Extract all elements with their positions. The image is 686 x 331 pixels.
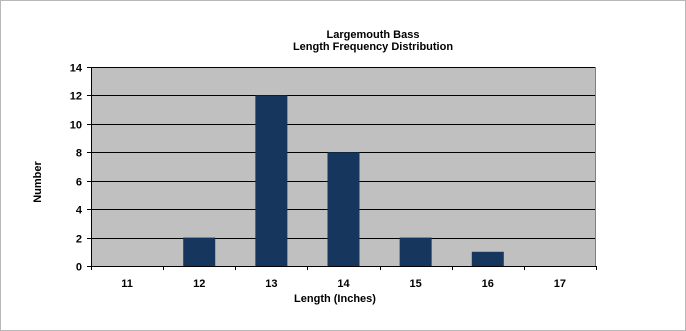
y-axis-label: Number: [32, 161, 44, 203]
bar: [399, 237, 432, 266]
y-axis-ticks: 0 2 4 6 8 10 12 14: [70, 63, 91, 274]
bar: [183, 237, 216, 266]
y-tick-label: 14: [70, 63, 83, 75]
x-tick-label: 13: [265, 278, 277, 290]
x-tick-label: 17: [554, 278, 566, 290]
axes: [91, 67, 596, 267]
bar: [327, 152, 360, 266]
y-tick-label: 0: [76, 262, 82, 274]
y-tick-label: 12: [70, 91, 82, 103]
x-tick-label: 14: [337, 278, 350, 290]
y-tick-label: 2: [76, 234, 82, 246]
bar: [471, 251, 504, 266]
x-tick-label: 11: [121, 278, 133, 290]
y-tick-label: 8: [76, 148, 82, 160]
x-tick-label: 16: [482, 278, 494, 290]
x-tick-label: 15: [410, 278, 422, 290]
chart-title: Largemouth Bass: [327, 29, 420, 41]
y-tick-label: 10: [70, 120, 82, 132]
y-tick-label: 4: [76, 205, 83, 217]
x-tick-label: 12: [193, 278, 205, 290]
x-axis-ticks: 11 12 13 14 15 16 17: [91, 266, 597, 290]
y-tick-label: 6: [76, 177, 82, 189]
x-axis-label: Length (Inches): [294, 293, 376, 305]
bar: [255, 95, 288, 266]
chart-subtitle: Length Frequency Distribution: [293, 41, 453, 53]
bars: [183, 95, 504, 266]
